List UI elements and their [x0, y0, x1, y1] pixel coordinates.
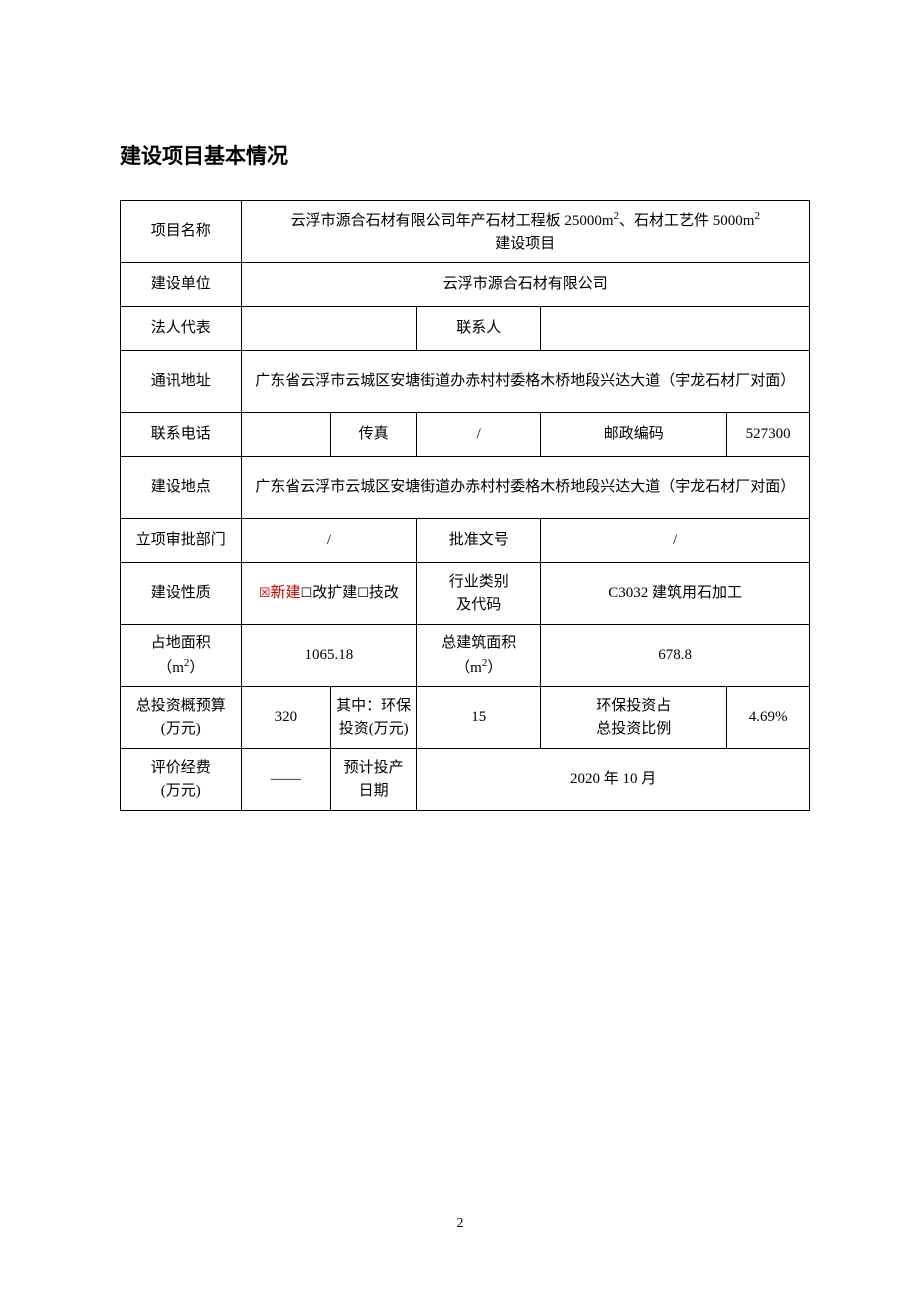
value-env-investment: 15: [417, 687, 541, 749]
project-info-table: 项目名称 云浮市源合石材有限公司年产石材工程板 25000m 2、石材工艺件 50…: [120, 200, 810, 811]
text-segment: ）: [189, 660, 204, 676]
option-rebuild: 改扩建: [312, 585, 357, 601]
label-contact-person: 联系人: [417, 307, 541, 351]
table-row: 法人代表 联系人: [121, 307, 810, 351]
text-segment: 评价经费: [151, 760, 211, 776]
text-segment: （m: [157, 660, 184, 676]
value-production-date: 2020 年 10 月: [417, 749, 810, 811]
checkbox-icon: ☐: [301, 583, 313, 603]
text-segment: 建设项目: [495, 236, 555, 252]
table-row: 通讯地址 广东省云浮市云城区安塘街道办赤村村委格木桥地段兴达大道（宇龙石材厂对面…: [121, 351, 810, 413]
table-row: 总投资概预算 (万元) 320 其中：环保投资(万元) 15 环保投资占总投资比例…: [121, 687, 810, 749]
label-mailing-address: 通讯地址: [121, 351, 242, 413]
label-total-investment: 总投资概预算 (万元): [121, 687, 242, 749]
text-segment: ）: [487, 660, 502, 676]
value-env-ratio: 4.69%: [727, 687, 810, 749]
text-segment: 总建筑面积: [441, 635, 516, 651]
value-land-area: 1065.18: [241, 625, 417, 687]
page-number: 2: [0, 1216, 920, 1232]
value-legal-rep: [241, 307, 417, 351]
value-approval-no: /: [541, 519, 810, 563]
option-tech: 技改: [369, 585, 399, 601]
label-env-investment: 其中：环保投资(万元): [331, 687, 417, 749]
value-project-name: 云浮市源合石材有限公司年产石材工程板 25000m2、石材工艺件 5000m2建…: [241, 201, 809, 263]
label-land-area: 占地面积（m2）: [121, 625, 242, 687]
table-row: 占地面积（m2） 1065.18 总建筑面积（m2） 678.8: [121, 625, 810, 687]
text-segment: 及代码: [456, 597, 501, 613]
text-segment: 占地面积: [151, 635, 211, 651]
value-mailing-address: 广东省云浮市云城区安塘街道办赤村村委格木桥地段兴达大道（宇龙石材厂对面）: [241, 351, 809, 413]
label-building-area: 总建筑面积（m2）: [417, 625, 541, 687]
value-industry-code: C3032 建筑用石加工: [541, 563, 810, 625]
label-approval-no: 批准文号: [417, 519, 541, 563]
value-building-area: 678.8: [541, 625, 810, 687]
label-eval-cost: 评价经费 (万元): [121, 749, 242, 811]
label-project-name: 项目名称: [121, 201, 242, 263]
value-total-investment: 320: [241, 687, 331, 749]
value-contact-person: [541, 307, 810, 351]
text-segment: 日期: [359, 783, 389, 799]
text-segment: 其中：环保: [336, 698, 411, 714]
checkbox-checked-icon: ☒: [259, 583, 271, 603]
text-segment: （m: [455, 660, 482, 676]
label-postal-code: 邮政编码: [541, 413, 727, 457]
page-title: 建设项目基本情况: [120, 140, 810, 170]
value-postal-code: 527300: [727, 413, 810, 457]
value-construction-site: 广东省云浮市云城区安塘街道办赤村村委格木桥地段兴达大道（宇龙石材厂对面）: [241, 457, 809, 519]
text-segment: 投资(万元): [339, 721, 409, 737]
superscript: 2: [754, 210, 760, 222]
table-row: 立项审批部门 / 批准文号 /: [121, 519, 810, 563]
option-new: 新建: [271, 585, 301, 601]
text-segment: 总投资比例: [596, 721, 671, 737]
table-row: 建设地点 广东省云浮市云城区安塘街道办赤村村委格木桥地段兴达大道（宇龙石材厂对面…: [121, 457, 810, 519]
text-segment: 、石材工艺件 5000m: [619, 213, 754, 229]
text-segment: 行业类别: [449, 574, 509, 590]
value-fax: /: [417, 413, 541, 457]
value-approval-dept: /: [241, 519, 417, 563]
label-construction-site: 建设地点: [121, 457, 242, 519]
label-fax: 传真: [331, 413, 417, 457]
label-env-ratio: 环保投资占总投资比例: [541, 687, 727, 749]
label-construction-unit: 建设单位: [121, 263, 242, 307]
text-segment: 预计投产: [344, 760, 404, 776]
text-segment: (万元): [161, 783, 201, 799]
label-construction-nature: 建设性质: [121, 563, 242, 625]
table-row: 建设性质 ☒新建☐改扩建☐技改 行业类别及代码 C3032 建筑用石加工: [121, 563, 810, 625]
text-segment: 总投资概预算: [136, 698, 226, 714]
text-segment: 环保投资占: [596, 698, 671, 714]
value-eval-cost: ——: [241, 749, 331, 811]
table-row: 建设单位 云浮市源合石材有限公司: [121, 263, 810, 307]
label-legal-rep: 法人代表: [121, 307, 242, 351]
label-approval-dept: 立项审批部门: [121, 519, 242, 563]
text-segment: (万元): [161, 721, 201, 737]
label-production-date: 预计投产日期: [331, 749, 417, 811]
checkbox-icon: ☐: [357, 583, 369, 603]
text-segment: 云浮市源合石材有限公司年产石材工程板 25000m: [291, 213, 614, 229]
table-row: 项目名称 云浮市源合石材有限公司年产石材工程板 25000m 2、石材工艺件 50…: [121, 201, 810, 263]
table-row: 联系电话 传真 / 邮政编码 527300: [121, 413, 810, 457]
table-row: 评价经费 (万元) —— 预计投产日期 2020 年 10 月: [121, 749, 810, 811]
label-phone: 联系电话: [121, 413, 242, 457]
value-phone: [241, 413, 331, 457]
document-page: 建设项目基本情况 项目名称 云浮市源合石材有限公司年产石材工程板 25000m 2…: [0, 0, 920, 811]
value-construction-unit: 云浮市源合石材有限公司: [241, 263, 809, 307]
label-industry-code: 行业类别及代码: [417, 563, 541, 625]
value-construction-nature: ☒新建☐改扩建☐技改: [241, 563, 417, 625]
